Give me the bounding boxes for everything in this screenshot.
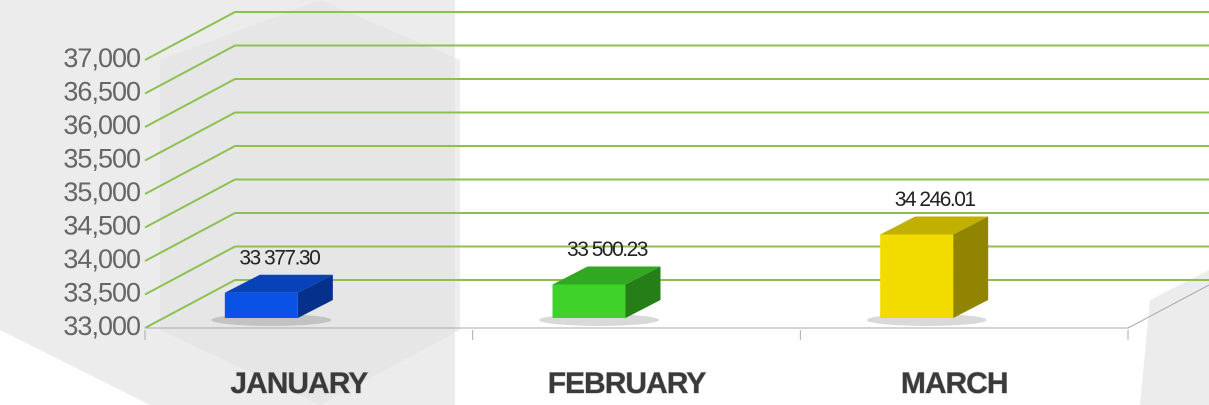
x-tick-label: FEBRUARY xyxy=(548,367,707,400)
y-tick-label: 35,500 xyxy=(63,144,140,174)
floor-edge xyxy=(1127,284,1209,329)
background-shape xyxy=(1140,270,1209,405)
bar-top xyxy=(224,274,333,293)
grid-line xyxy=(144,111,1209,162)
grid-line xyxy=(144,44,1209,95)
bar xyxy=(552,284,626,318)
y-tick-label: 36,000 xyxy=(63,110,140,140)
bar-top xyxy=(552,266,661,285)
y-tick-label: 34,000 xyxy=(63,244,140,274)
x-tick-label: MARCH xyxy=(901,367,1008,400)
value-label: 34 246.01 xyxy=(895,188,976,211)
bar-top xyxy=(880,216,989,235)
grid-line xyxy=(144,145,1209,195)
bar-side xyxy=(297,274,333,318)
y-tick-label: 33,500 xyxy=(63,278,140,308)
y-tick-label: 33,000 xyxy=(63,311,140,341)
grid-line xyxy=(144,178,1209,229)
bar-side xyxy=(625,266,661,318)
grid-line xyxy=(144,212,1209,262)
y-tick-label: 35,000 xyxy=(63,177,140,207)
bar-side xyxy=(953,216,989,318)
x-tick-label: JANUARY xyxy=(230,367,368,400)
grid-line xyxy=(144,78,1209,128)
value-label: 33 500.23 xyxy=(567,238,648,261)
bar xyxy=(224,292,298,318)
y-tick-label: 37,000 xyxy=(63,43,140,73)
y-tick-label: 36,500 xyxy=(63,77,140,107)
grid-line xyxy=(144,11,1209,61)
value-label: 33 377.30 xyxy=(239,246,320,269)
y-tick-label: 34,500 xyxy=(63,211,140,241)
bar xyxy=(880,234,954,318)
